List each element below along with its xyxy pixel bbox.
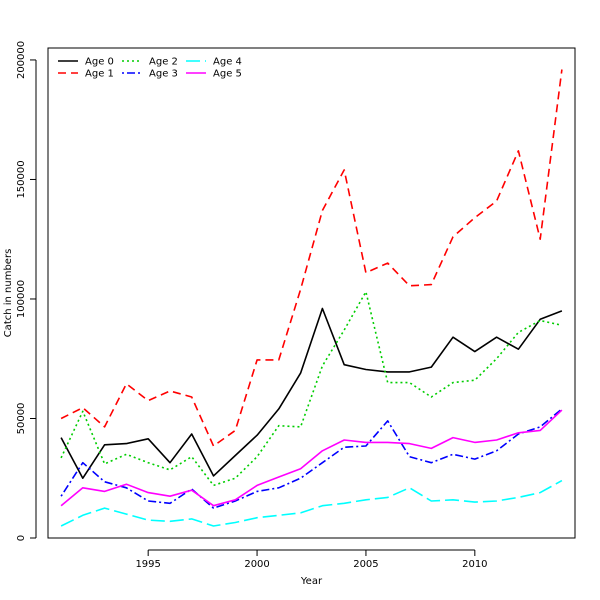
series-layer <box>60 69 563 527</box>
series-line-age-5 <box>60 409 563 507</box>
y-tick-label: 100000 <box>16 280 27 318</box>
x-tick-label: 2005 <box>353 559 378 570</box>
x-tick-label: 2000 <box>244 559 269 570</box>
y-tick-label: 0 <box>16 535 27 541</box>
legend-label: Age 5 <box>213 69 242 80</box>
series-line-age-1 <box>60 69 563 447</box>
y-axis: 0 50000 100000 150000 200000 <box>16 41 37 541</box>
x-tick-label: 2010 <box>462 559 487 570</box>
legend-label: Age 2 <box>149 57 178 68</box>
legend-label: Age 4 <box>213 57 242 68</box>
series-line-age-2 <box>60 290 563 487</box>
y-tick-label: 150000 <box>16 160 27 198</box>
x-tick-label: 1995 <box>135 559 160 570</box>
legend-label: Age 0 <box>85 57 114 68</box>
legend-label: Age 3 <box>149 69 178 80</box>
series-line-age-4 <box>60 479 563 527</box>
series-line-age-0 <box>60 307 563 480</box>
series-line-age-3 <box>60 408 563 509</box>
plot-frame <box>47 47 576 539</box>
legend-label: Age 1 <box>85 69 114 80</box>
y-tick-label: 200000 <box>16 41 27 79</box>
y-axis-title: Catch in numbers <box>3 249 14 338</box>
x-axis-title: Year <box>300 576 323 587</box>
y-tick-label: 50000 <box>16 403 27 435</box>
x-axis: 1995 2000 2005 2010 <box>135 549 488 570</box>
